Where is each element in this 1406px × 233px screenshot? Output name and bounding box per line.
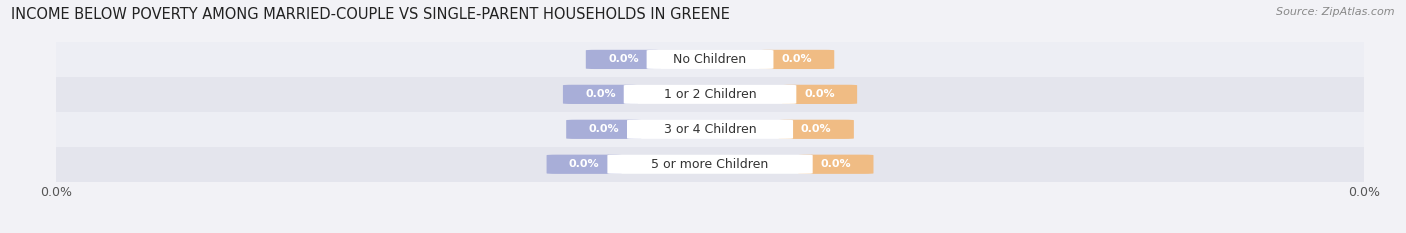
FancyBboxPatch shape (799, 155, 873, 174)
Text: Source: ZipAtlas.com: Source: ZipAtlas.com (1277, 7, 1395, 17)
FancyBboxPatch shape (627, 120, 793, 139)
Text: 3 or 4 Children: 3 or 4 Children (664, 123, 756, 136)
FancyBboxPatch shape (547, 155, 621, 174)
Bar (56, 112, 1364, 147)
Text: 0.0%: 0.0% (607, 55, 638, 64)
FancyBboxPatch shape (607, 155, 813, 174)
FancyBboxPatch shape (562, 85, 638, 104)
Text: 0.0%: 0.0% (782, 55, 813, 64)
Text: No Children: No Children (673, 53, 747, 66)
FancyBboxPatch shape (567, 120, 641, 139)
FancyBboxPatch shape (782, 85, 858, 104)
Bar (56, 77, 1364, 112)
FancyBboxPatch shape (647, 50, 773, 69)
Text: INCOME BELOW POVERTY AMONG MARRIED-COUPLE VS SINGLE-PARENT HOUSEHOLDS IN GREENE: INCOME BELOW POVERTY AMONG MARRIED-COUPL… (11, 7, 730, 22)
Text: 0.0%: 0.0% (585, 89, 616, 99)
FancyBboxPatch shape (624, 85, 796, 104)
Text: 0.0%: 0.0% (569, 159, 599, 169)
Text: 0.0%: 0.0% (804, 89, 835, 99)
Text: 0.0%: 0.0% (589, 124, 619, 134)
Text: 0.0%: 0.0% (821, 159, 851, 169)
FancyBboxPatch shape (586, 50, 661, 69)
FancyBboxPatch shape (759, 50, 834, 69)
Text: 1 or 2 Children: 1 or 2 Children (664, 88, 756, 101)
FancyBboxPatch shape (779, 120, 853, 139)
Text: 5 or more Children: 5 or more Children (651, 158, 769, 171)
Bar (56, 42, 1364, 77)
Text: 0.0%: 0.0% (801, 124, 831, 134)
Bar (56, 147, 1364, 182)
